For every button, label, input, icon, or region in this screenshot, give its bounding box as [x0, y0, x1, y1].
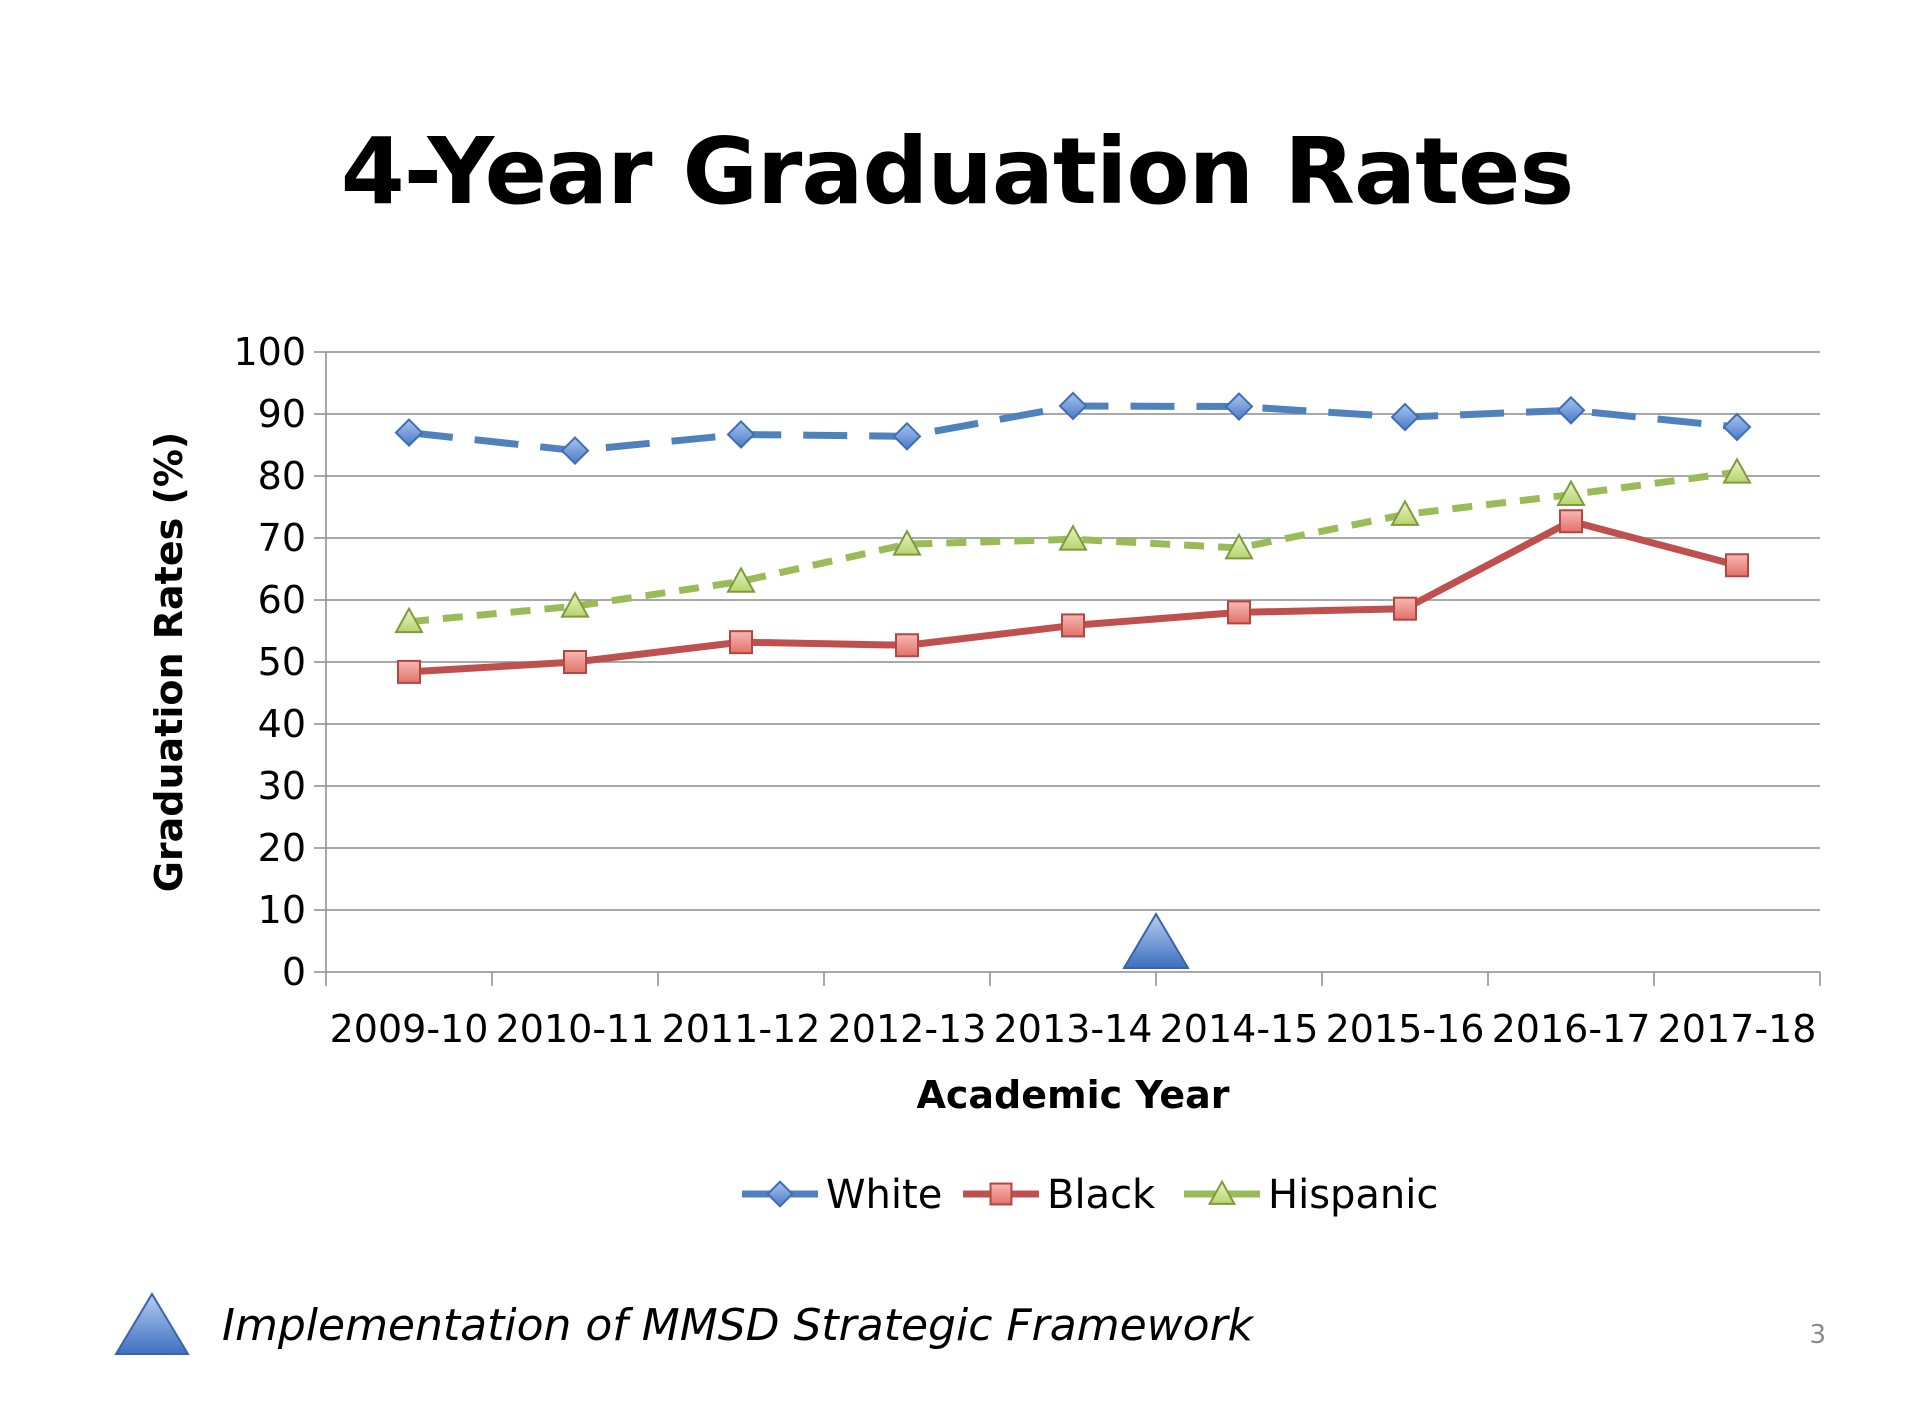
x-tick-label: 2015-16 — [1326, 1007, 1485, 1051]
x-tick-label: 2017-18 — [1658, 1007, 1817, 1051]
data-point-hispanic — [1556, 479, 1586, 506]
legend-label-white: White — [826, 1172, 942, 1218]
data-point-black — [895, 633, 919, 658]
legend-label-black: Black — [1047, 1172, 1156, 1218]
legend-marker-white — [766, 1180, 794, 1208]
data-point-white — [1556, 395, 1586, 425]
y-tick-label: 90 — [258, 392, 306, 436]
x-axis-title: Academic Year — [916, 1073, 1229, 1117]
data-point-hispanic — [394, 606, 424, 634]
x-tick-label: 2016-17 — [1492, 1007, 1651, 1051]
x-tick-label: 2012-13 — [828, 1007, 987, 1051]
data-point-white — [394, 418, 424, 448]
data-point-hispanic — [726, 566, 756, 593]
legend-marker-black — [989, 1182, 1013, 1206]
data-point-white — [1224, 392, 1254, 421]
annotation-note-text: Implementation of MMSD Strategic Framewo… — [222, 1299, 1254, 1351]
data-point-white — [1722, 412, 1752, 442]
x-tick-label: 2010-11 — [496, 1007, 655, 1051]
y-tick-label: 50 — [258, 640, 306, 684]
slide-title: 4-Year Graduation Rates — [340, 118, 1574, 225]
data-point-black — [729, 630, 753, 655]
y-tick-label: 0 — [282, 950, 306, 994]
y-tick-label: 100 — [233, 330, 306, 374]
data-point-black — [1559, 509, 1583, 534]
y-tick-label: 60 — [258, 578, 306, 622]
y-tick-label: 80 — [258, 454, 306, 498]
data-point-hispanic — [1722, 457, 1752, 484]
data-point-white — [726, 420, 756, 449]
page-number: 3 — [1809, 1320, 1826, 1350]
data-point-hispanic — [892, 529, 922, 556]
x-tick-label: 2014-15 — [1160, 1007, 1319, 1051]
x-tick-label: 2013-14 — [994, 1007, 1153, 1051]
x-tick-label: 2011-12 — [662, 1007, 821, 1051]
x-tick-label: 2009-10 — [330, 1007, 489, 1051]
blue-triangle-icon — [114, 1292, 190, 1355]
data-point-black — [1061, 613, 1085, 638]
data-point-white — [560, 436, 590, 465]
data-point-black — [1393, 596, 1417, 621]
data-point-hispanic — [1058, 524, 1088, 551]
legend-marker-hispanic — [1207, 1179, 1237, 1205]
y-tick-label: 40 — [258, 702, 306, 746]
framework-marker — [1122, 912, 1190, 969]
y-axis-title: Graduation Rates (%) — [147, 432, 191, 893]
data-point-white — [1390, 402, 1420, 432]
data-point-black — [563, 650, 587, 674]
data-point-white — [1058, 391, 1088, 421]
data-point-hispanic — [1224, 532, 1254, 560]
legend-label-hispanic: Hispanic — [1268, 1172, 1438, 1218]
y-tick-label: 20 — [258, 826, 306, 870]
data-point-hispanic — [1390, 499, 1420, 526]
data-point-hispanic — [560, 591, 590, 618]
series-line-hispanic — [408, 468, 1738, 626]
data-point-black — [397, 659, 421, 684]
annotation-note: Implementation of MMSD Strategic Framewo… — [112, 1285, 1253, 1365]
y-tick-label: 30 — [258, 764, 306, 808]
data-point-white — [892, 421, 922, 451]
y-tick-label: 10 — [258, 888, 306, 932]
data-point-black — [1725, 553, 1749, 578]
data-point-black — [1227, 600, 1251, 625]
y-tick-label: 70 — [258, 516, 306, 560]
